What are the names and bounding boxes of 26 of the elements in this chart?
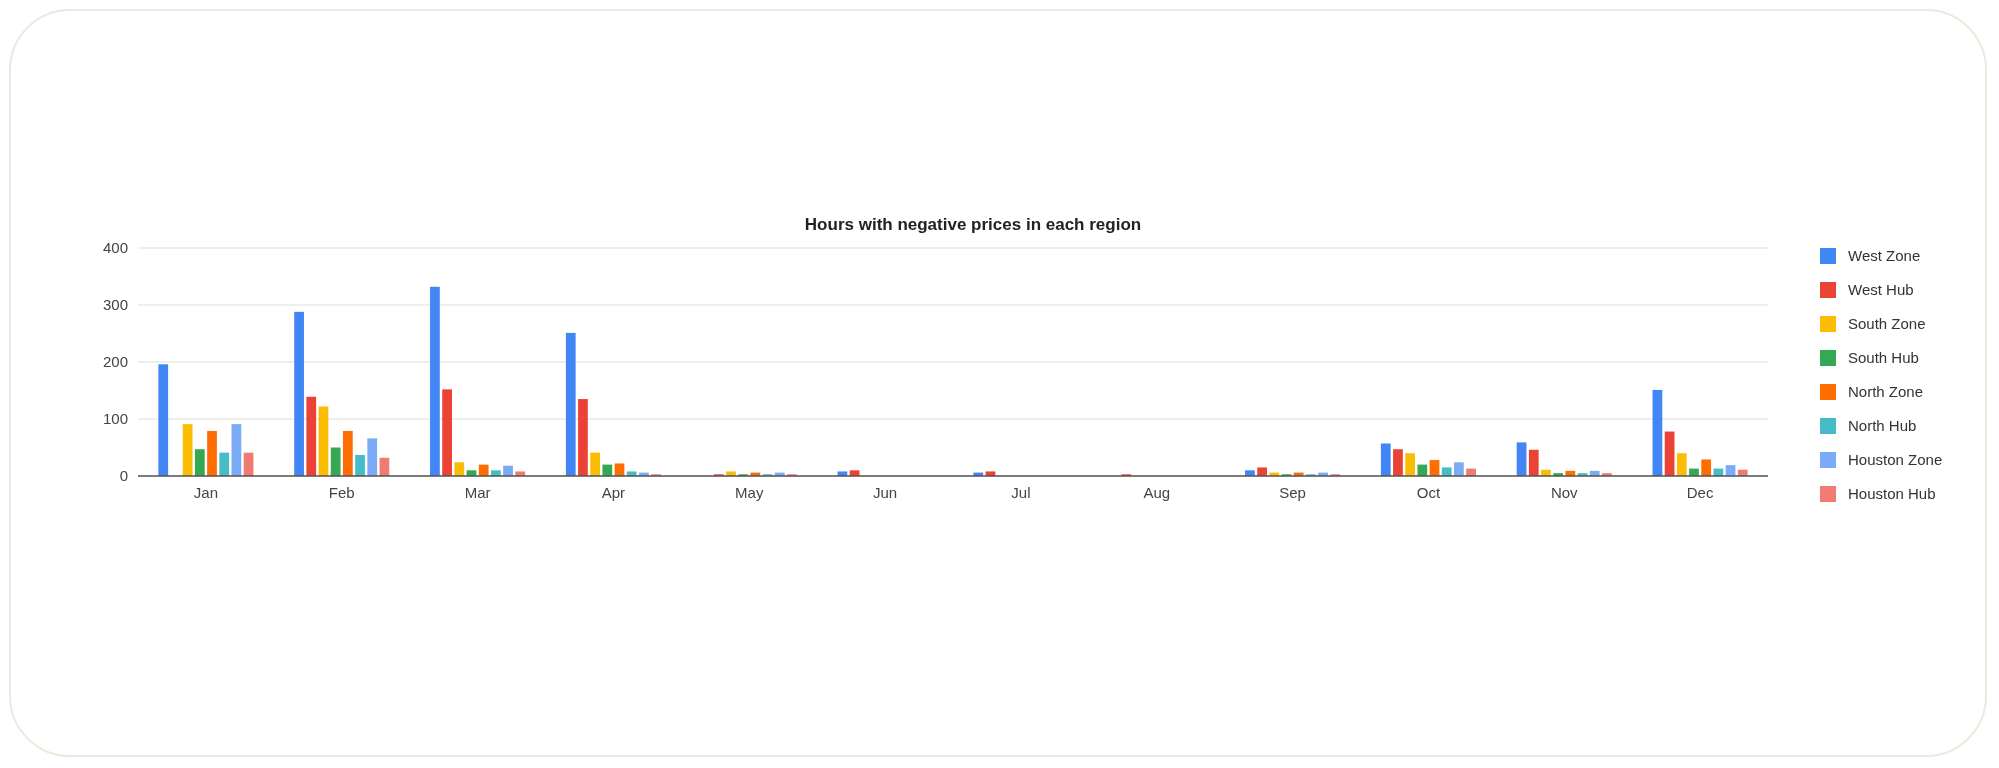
legend-label: South Zone — [1848, 315, 1926, 333]
legend-label: North Hub — [1848, 417, 1917, 435]
x-tick-label: May — [735, 484, 764, 501]
y-tick-label: 200 — [102, 353, 128, 371]
y-tick-label: 400 — [102, 239, 128, 257]
legend-label: South Hub — [1848, 349, 1919, 367]
x-tick-label: Mar — [464, 484, 491, 501]
y-tick-label: 300 — [102, 296, 128, 314]
legend-label: West Hub — [1848, 281, 1914, 299]
x-tick-label: Dec — [1686, 484, 1714, 501]
x-tick-label: Jan — [193, 484, 219, 501]
x-tick-label: Sep — [1279, 484, 1306, 501]
x-tick-label: Nov — [1550, 484, 1579, 501]
x-tick-label: Oct — [1416, 484, 1441, 501]
x-tick-label: Jul — [1011, 484, 1031, 501]
legend-label: Houston Zone — [1848, 451, 1943, 469]
x-tick-label: Jun — [872, 484, 898, 501]
legend-label: Houston Hub — [1848, 485, 1936, 503]
chart-title: Hours with negative prices in each region — [804, 215, 1142, 234]
legend-label: North Zone — [1848, 383, 1924, 401]
y-tick-label: 0 — [119, 467, 128, 485]
y-tick-label: 100 — [102, 410, 128, 428]
x-tick-label: Apr — [601, 484, 626, 501]
x-tick-label: Aug — [1143, 484, 1171, 501]
x-tick-label: Feb — [328, 484, 355, 501]
legend-label: West Zone — [1848, 247, 1921, 265]
